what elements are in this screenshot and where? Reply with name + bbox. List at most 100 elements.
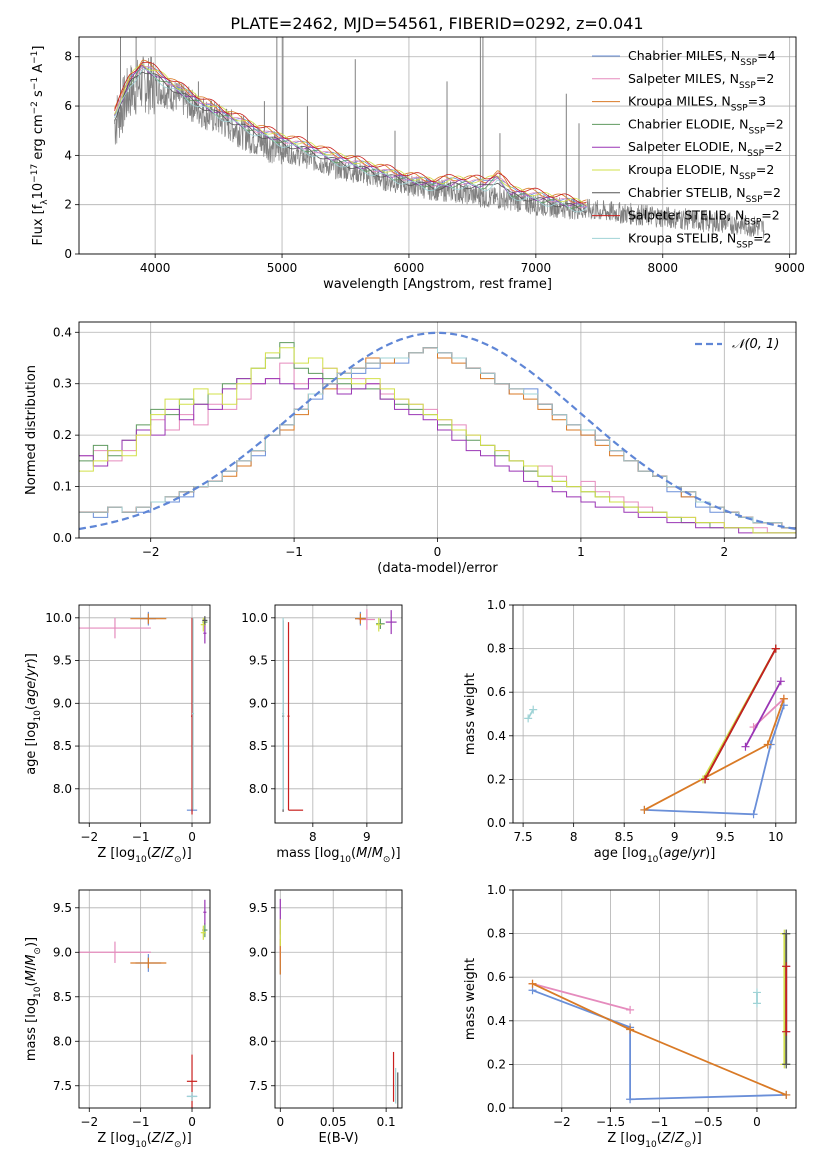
model-spectrum-line: [114, 61, 587, 204]
y-axis-label: Flux [fλ10−17 erg cm−2 s−1 A−1]: [30, 46, 50, 246]
legend-entry: Kroupa ELODIE, NSSP=2: [628, 162, 774, 182]
x-tick-label: 7000: [521, 261, 552, 275]
y-tick-label: 7.5: [249, 1079, 268, 1093]
weight-marker: [524, 714, 533, 723]
y-axis-label: mass [log10(M/M⊙)]: [24, 937, 43, 1061]
y-tick-label: 0.8: [487, 927, 506, 941]
x-tick-label: 10: [768, 830, 783, 844]
x-tick-label: 8000: [647, 261, 678, 275]
x-tick-label: −2: [142, 545, 160, 559]
chart-age_vs_Z: −2 −1 0 8.0 8.5 9.0 9.5 10.0 Z [log10(Z/Z⊙)] age …: [24, 604, 211, 865]
y-tick-label: 8.5: [249, 739, 268, 753]
y-tick-label: 10.0: [45, 611, 72, 625]
legend-nssp: 2: [764, 230, 772, 245]
y-tick-label: 0.6: [487, 970, 506, 984]
x-tick-label: 6000: [394, 261, 425, 275]
axes-frame: [512, 604, 797, 824]
x-axis-label-text: age [log: [594, 846, 647, 861]
error-bar-point: [130, 613, 167, 624]
y-tick-label: 9.5: [53, 901, 72, 915]
figure-title: PLATE=2462, MJD=54561, FIBERID=0292, z=0…: [230, 14, 643, 33]
y-tick-label: 0: [64, 247, 72, 261]
y-axis-label-text: mass weight: [463, 673, 478, 755]
chart-weight_vs_age: 7.5 8 8.5 9 9.5 10 0.0 0.2 0.4 0.6 0.8 1.0 age [log1…: [463, 598, 797, 865]
chart-spectrum: 4000 5000 6000 7000 8000 9000 0 2 4 6 8 wavelength …: [30, 36, 805, 292]
y-axis-label: mass weight: [463, 673, 478, 755]
weight-marker: [528, 979, 537, 988]
model-spectrum-line: [114, 71, 587, 213]
legend-entry: Chabrier MILES, NSSP=4: [628, 48, 776, 68]
error-bar-point: [130, 957, 167, 969]
y-axis-label: age [log10(age/yr)]: [24, 653, 43, 775]
y-tick-label: 9.5: [249, 901, 268, 915]
error-bar-point: [385, 610, 397, 635]
y-tick-label: 9.5: [249, 654, 268, 668]
x-tick-label: −1: [132, 1115, 150, 1129]
plot-area: [275, 605, 402, 823]
x-axis-label: mass [log10(M/M⊙)]: [276, 846, 400, 865]
y-tick-label: 9.0: [249, 696, 268, 710]
error-bar-point: [200, 925, 206, 940]
model-spectrum-line: [114, 64, 587, 207]
error-bar-point: [376, 618, 385, 629]
weight-marker: [782, 929, 791, 938]
y-tick-label: 9.0: [249, 945, 268, 959]
y-tick-label: 0.4: [487, 729, 506, 743]
legend-nssp: 2: [766, 71, 774, 86]
x-tick-label: 7.5: [514, 830, 533, 844]
x-axis-label-text: Z [log: [97, 1131, 135, 1146]
y-tick-label: 8.5: [53, 990, 72, 1004]
x-axis-label: Z [log10(Z/Z⊙)]: [97, 1131, 191, 1150]
model-spectrum-line: [114, 69, 587, 213]
y-tick-label: 0.0: [487, 1101, 506, 1115]
y-tick-label: 8.0: [249, 782, 268, 796]
model-spectrum-line: [114, 64, 587, 206]
legend-nssp: 2: [766, 162, 774, 177]
x-tick-label: 1: [577, 545, 585, 559]
x-tick-label: −1: [285, 545, 303, 559]
plot-area: [513, 890, 796, 1108]
x-tick-label: −0.5: [694, 1115, 723, 1129]
x-tick-label: −1: [132, 830, 150, 844]
legend-entry: Chabrier STELIB, NSSP=2: [628, 185, 781, 205]
error-bar-point: [287, 622, 290, 811]
y-axis-label: mass weight: [463, 958, 478, 1040]
legend-entry-text: Salpeter MILES, N: [628, 71, 739, 86]
plot-area: [275, 890, 402, 1108]
y-axis-label: Normed distribution: [24, 365, 39, 495]
error-bar-point: [202, 616, 208, 625]
y-tick-label: 0.6: [487, 685, 506, 699]
legend-entry-text: Salpeter ELODIE, N: [628, 139, 747, 154]
error-bar-point: [203, 899, 207, 925]
residual-histogram: [79, 378, 796, 534]
y-tick-label: 1.0: [487, 598, 506, 612]
x-tick-label: 9000: [774, 261, 805, 275]
residual-histogram: [79, 347, 796, 529]
legend-nssp: 2: [773, 185, 781, 200]
error-bar-point: [79, 941, 151, 963]
x-axis-label-text: Z [log: [607, 1131, 645, 1146]
x-tick-label: −1: [651, 1115, 669, 1129]
x-axis-label-text: mass [log: [276, 846, 339, 861]
x-axis-label-text: (data-model)/error: [377, 561, 498, 576]
weight-marker: [701, 775, 710, 784]
error-bar-point: [186, 1091, 198, 1101]
x-axis-label: Z [log10(Z/Z⊙)]: [607, 1131, 701, 1150]
legend-entry-text: Salpeter STELIB, N: [628, 208, 744, 223]
weight-marker: [782, 1090, 791, 1099]
y-tick-label: 0.4: [487, 1014, 506, 1028]
legend-entry: Kroupa STELIB, NSSP=2: [628, 230, 772, 250]
y-tick-label: 0.8: [487, 642, 506, 656]
x-tick-label: 9: [671, 830, 679, 844]
weight-marker: [741, 742, 750, 751]
weight-marker: [763, 740, 772, 749]
legend-entry: Kroupa MILES, NSSP=3: [628, 94, 766, 114]
weight-marker: [782, 1060, 791, 1069]
x-axis-label: E(B-V): [318, 1131, 358, 1146]
x-axis-label: age [log10(age/yr)]: [594, 846, 716, 865]
weight-line: [527, 709, 534, 719]
x-tick-label: 0: [434, 545, 442, 559]
x-axis-label: (data-model)/error: [377, 561, 498, 576]
y-tick-label: 0.1: [53, 480, 72, 494]
y-tick-label: 6: [64, 99, 72, 113]
